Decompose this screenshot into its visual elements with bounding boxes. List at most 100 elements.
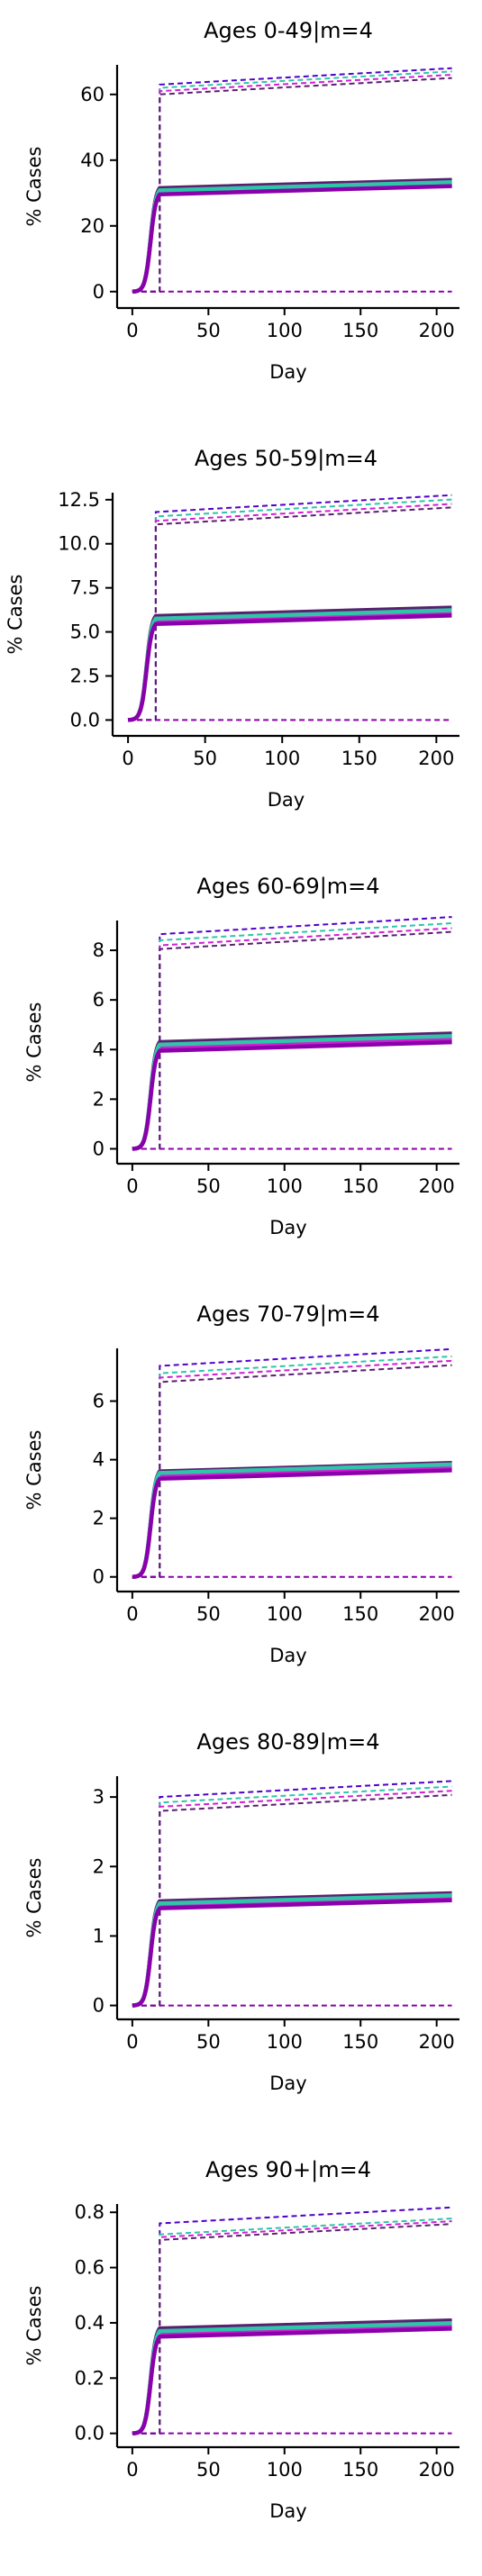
- chart-title: Ages 50-59|m=4: [195, 446, 377, 471]
- central-series: [132, 1893, 452, 2008]
- x-tick-label: 150: [342, 1603, 378, 1625]
- central-series: [132, 1895, 452, 2008]
- y-axis-label: % Cases: [23, 1858, 45, 1938]
- chart-panel: Ages 50-59|m=4 0 50 100 150 200 0.0 2.5 5.0 7.5 10…: [5, 446, 459, 811]
- x-tick-label: 150: [341, 748, 377, 769]
- y-tick-label: 0: [93, 1995, 105, 2017]
- x-tick-label: 100: [267, 320, 303, 341]
- central-series: [132, 184, 452, 295]
- x-tick-label: 0: [126, 2031, 138, 2053]
- y-tick-label: 12.5: [58, 489, 100, 511]
- y-axis-label: % Cases: [23, 1002, 45, 1083]
- x-tick-label: 150: [342, 2459, 378, 2481]
- y-tick-label: 0.8: [75, 2201, 105, 2223]
- y-tick-label: 0: [93, 281, 105, 303]
- central-series: [127, 608, 452, 722]
- x-tick-label: 0: [126, 2459, 138, 2481]
- x-tick-label: 100: [267, 2459, 303, 2481]
- chart-panel: Ages 90+|m=4 0 50 100 150 200 0.0 0.2 0.4 0.6 0.8 D…: [23, 2157, 459, 2522]
- y-axis-label: % Cases: [5, 575, 26, 655]
- y-tick-label: 2: [93, 1855, 105, 1877]
- x-tick-label: 0: [126, 1175, 138, 1197]
- y-tick-label: 3: [93, 1786, 105, 1808]
- x-tick-label: 200: [419, 1603, 455, 1625]
- x-tick-label: 200: [419, 2459, 455, 2481]
- central-series: [132, 1468, 452, 1579]
- chart-title: Ages 80-89|m=4: [196, 1729, 379, 1755]
- central-series: [127, 611, 452, 722]
- chart-title: Ages 70-79|m=4: [196, 1302, 379, 1327]
- x-tick-label: 200: [419, 320, 455, 341]
- y-tick-label: 0.2: [75, 2367, 105, 2389]
- x-tick-label: 50: [196, 2031, 221, 2053]
- central-series: [132, 1465, 452, 1579]
- y-tick-label: 6: [93, 1391, 105, 1412]
- y-tick-label: 2: [93, 1508, 105, 1529]
- y-tick-label: 7.5: [70, 577, 100, 599]
- central-series: [132, 1898, 452, 2008]
- central-series: [132, 1033, 452, 1151]
- x-tick-label: 200: [418, 748, 454, 769]
- x-axis-label: Day: [269, 2500, 306, 2522]
- central-series: [132, 1891, 452, 2008]
- x-tick-label: 50: [196, 1603, 221, 1625]
- y-tick-label: 60: [80, 84, 105, 105]
- x-tick-label: 150: [342, 2031, 378, 2053]
- y-axis-label: % Cases: [23, 2286, 45, 2366]
- x-tick-label: 0: [126, 320, 138, 341]
- central-series: [132, 2327, 452, 2435]
- chart-panel: Ages 0-49|m=4 0 50 100 150 200 0 20 40 60 Day % Cas…: [23, 18, 459, 383]
- x-tick-label: 150: [342, 1175, 378, 1197]
- x-tick-label: 200: [419, 1175, 455, 1197]
- x-axis-label: Day: [269, 2073, 306, 2094]
- x-tick-label: 50: [196, 320, 221, 341]
- central-series: [132, 1462, 452, 1579]
- y-tick-label: 0.0: [70, 709, 100, 730]
- chart-title: Ages 0-49|m=4: [204, 18, 373, 43]
- central-series: [132, 177, 452, 295]
- chart-panel: Ages 80-89|m=4 0 50 100 150 200 0 1 2 3 Day % Cases: [23, 1729, 459, 2094]
- x-tick-label: 50: [196, 2459, 221, 2481]
- y-tick-label: 2.5: [70, 665, 100, 686]
- y-tick-label: 4: [93, 1039, 105, 1060]
- chart-title: Ages 90+|m=4: [205, 2157, 371, 2182]
- y-tick-label: 2: [93, 1088, 105, 1110]
- central-series: [132, 1036, 452, 1151]
- y-tick-label: 20: [80, 215, 105, 237]
- y-tick-label: 4: [93, 1449, 105, 1471]
- y-tick-label: 0.6: [75, 2257, 105, 2279]
- chart-panel: Ages 60-69|m=4 0 50 100 150 200 0 2 4 6 8 Day % Case…: [23, 874, 459, 1238]
- y-tick-label: 0: [93, 1566, 105, 1588]
- x-tick-label: 100: [267, 1603, 303, 1625]
- x-tick-label: 0: [126, 1603, 138, 1625]
- central-series: [132, 180, 452, 295]
- central-series: [132, 1039, 452, 1151]
- x-tick-label: 200: [419, 2031, 455, 2053]
- central-series: [132, 2321, 452, 2435]
- y-tick-label: 6: [93, 989, 105, 1011]
- x-axis-label: Day: [269, 361, 306, 383]
- central-series: [132, 2324, 452, 2435]
- x-axis-label: Day: [268, 789, 305, 811]
- y-tick-label: 0.0: [75, 2423, 105, 2444]
- chart-title: Ages 60-69|m=4: [196, 874, 379, 899]
- y-tick-label: 10.0: [58, 533, 100, 555]
- x-tick-label: 100: [267, 1175, 303, 1197]
- x-tick-label: 50: [196, 1175, 221, 1197]
- x-tick-label: 0: [122, 748, 133, 769]
- x-tick-label: 100: [264, 748, 300, 769]
- chart-panel: Ages 70-79|m=4 0 50 100 150 200 0 2 4 6 Day % Cases: [23, 1302, 459, 1666]
- x-axis-label: Day: [269, 1217, 306, 1238]
- y-tick-label: 8: [93, 939, 105, 961]
- x-tick-label: 100: [267, 2031, 303, 2053]
- y-axis-label: % Cases: [23, 147, 45, 227]
- x-tick-label: 150: [342, 320, 378, 341]
- y-tick-label: 0.4: [75, 2312, 105, 2334]
- y-tick-label: 40: [80, 150, 105, 171]
- central-series: [132, 182, 452, 295]
- central-series: [127, 613, 452, 722]
- x-tick-label: 50: [193, 748, 217, 769]
- y-tick-label: 0: [93, 1138, 105, 1159]
- y-tick-label: 1: [93, 1925, 105, 1946]
